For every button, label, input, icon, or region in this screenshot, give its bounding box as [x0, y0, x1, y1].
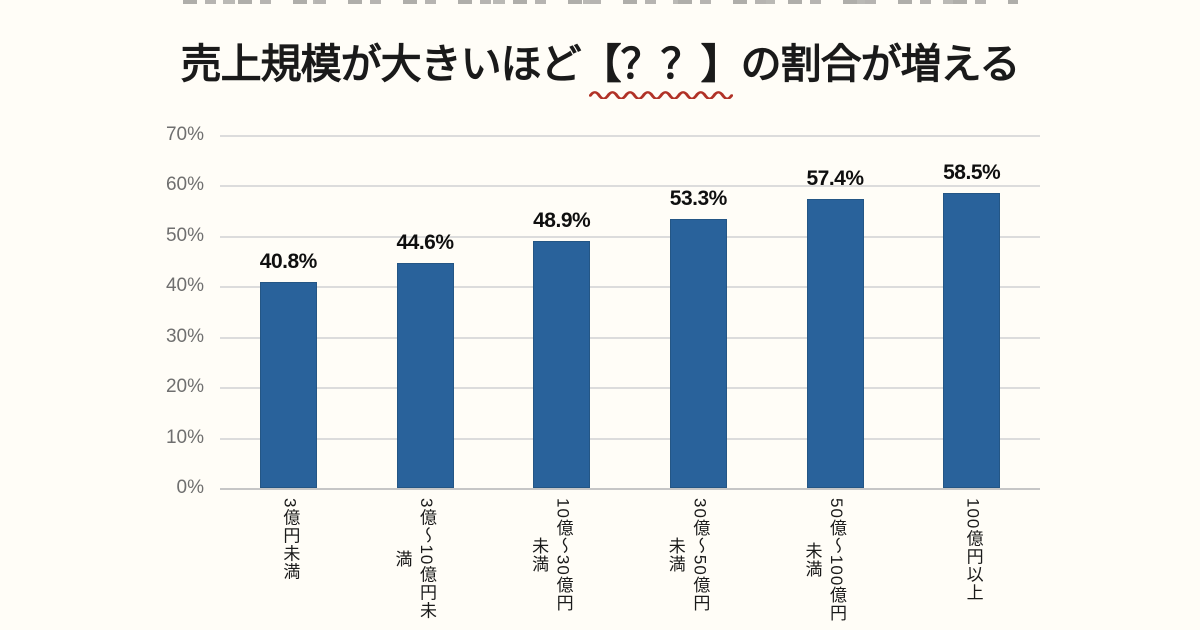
title-highlight-text: 【？？】 [580, 41, 742, 87]
x-axis-label-line: 3億～10億円未 [417, 498, 436, 620]
x-axis-label-line: 満 [392, 549, 412, 568]
chart-title: 売上規模が大きいほど 【？？】 の割合が増える [0, 40, 1200, 99]
x-axis-category-label: 3億円未満 [280, 498, 300, 581]
x-axis-category-label: 50億～100億円 未満 [802, 498, 846, 622]
bar-value-label: 53.3% [669, 187, 728, 211]
y-axis-tick-label: 40% [165, 275, 204, 297]
gridline-70 [220, 135, 1040, 137]
cropped-text-remnant [183, 0, 1018, 4]
x-axis-label-line: 未満 [802, 542, 822, 579]
x-axis-category-label: 10億～30億円 未満 [529, 498, 573, 612]
x-axis-label-line: 未満 [529, 536, 549, 573]
bar-value-label: 58.5% [943, 160, 1001, 184]
y-axis-tick-label: 70% [165, 124, 204, 145]
bar-value-label: 57.4% [806, 166, 864, 190]
gridline-10 [220, 437, 1040, 440]
x-axis-label-line: 100億円以上 [963, 498, 983, 602]
bar-3億円未満 [259, 282, 317, 488]
y-axis-tick-label: 50% [165, 224, 204, 246]
red-wavy-underline-icon [588, 91, 733, 99]
x-axis-label-line: 未満 [665, 536, 685, 573]
gridline-30 [220, 336, 1040, 339]
x-axis-category-label: 3億～10億円未満 [392, 498, 436, 619]
bar-10億～30億円未満 [533, 241, 591, 488]
x-axis-label-line: 3億円未満 [280, 498, 300, 581]
x-axis-label-line: 50億～100億円 [827, 498, 846, 623]
title-text-after: の割合が増える [740, 41, 1021, 87]
x-axis-label-line: 30億～50億円 [690, 498, 710, 612]
gridline-20 [220, 387, 1040, 390]
gridline-0 [220, 488, 1040, 490]
bar-value-label: 44.6% [396, 231, 454, 255]
bar-3億～10億円未満 [396, 263, 454, 488]
y-axis-tick-label: 60% [165, 174, 204, 196]
bar-value-label: 40.8% [259, 250, 318, 274]
y-axis-tick-label: 0% [176, 477, 204, 498]
x-axis-category-label: 100億円以上 [963, 498, 983, 601]
y-axis-tick-label: 20% [165, 376, 204, 398]
x-axis-category-label: 30億～50億円 未満 [665, 498, 710, 612]
title-text-before: 売上規模が大きいほど [180, 41, 582, 87]
y-axis-tick-label: 10% [165, 426, 204, 448]
bar-50億～100億円未満 [806, 198, 864, 488]
bar-100億円以上 [943, 192, 1001, 488]
gridline-40 [220, 286, 1040, 289]
y-axis-tick-label: 30% [165, 325, 204, 347]
bar-value-label: 48.9% [533, 209, 591, 233]
plot-area [220, 135, 1040, 490]
gridline-50 [220, 235, 1040, 238]
x-axis-label-line: 10億～30億円 [553, 498, 573, 612]
bar-30億～50億円未満 [669, 219, 727, 488]
gridline-60 [220, 185, 1040, 188]
title-highlight-wrap: 【？？】 [580, 40, 742, 99]
